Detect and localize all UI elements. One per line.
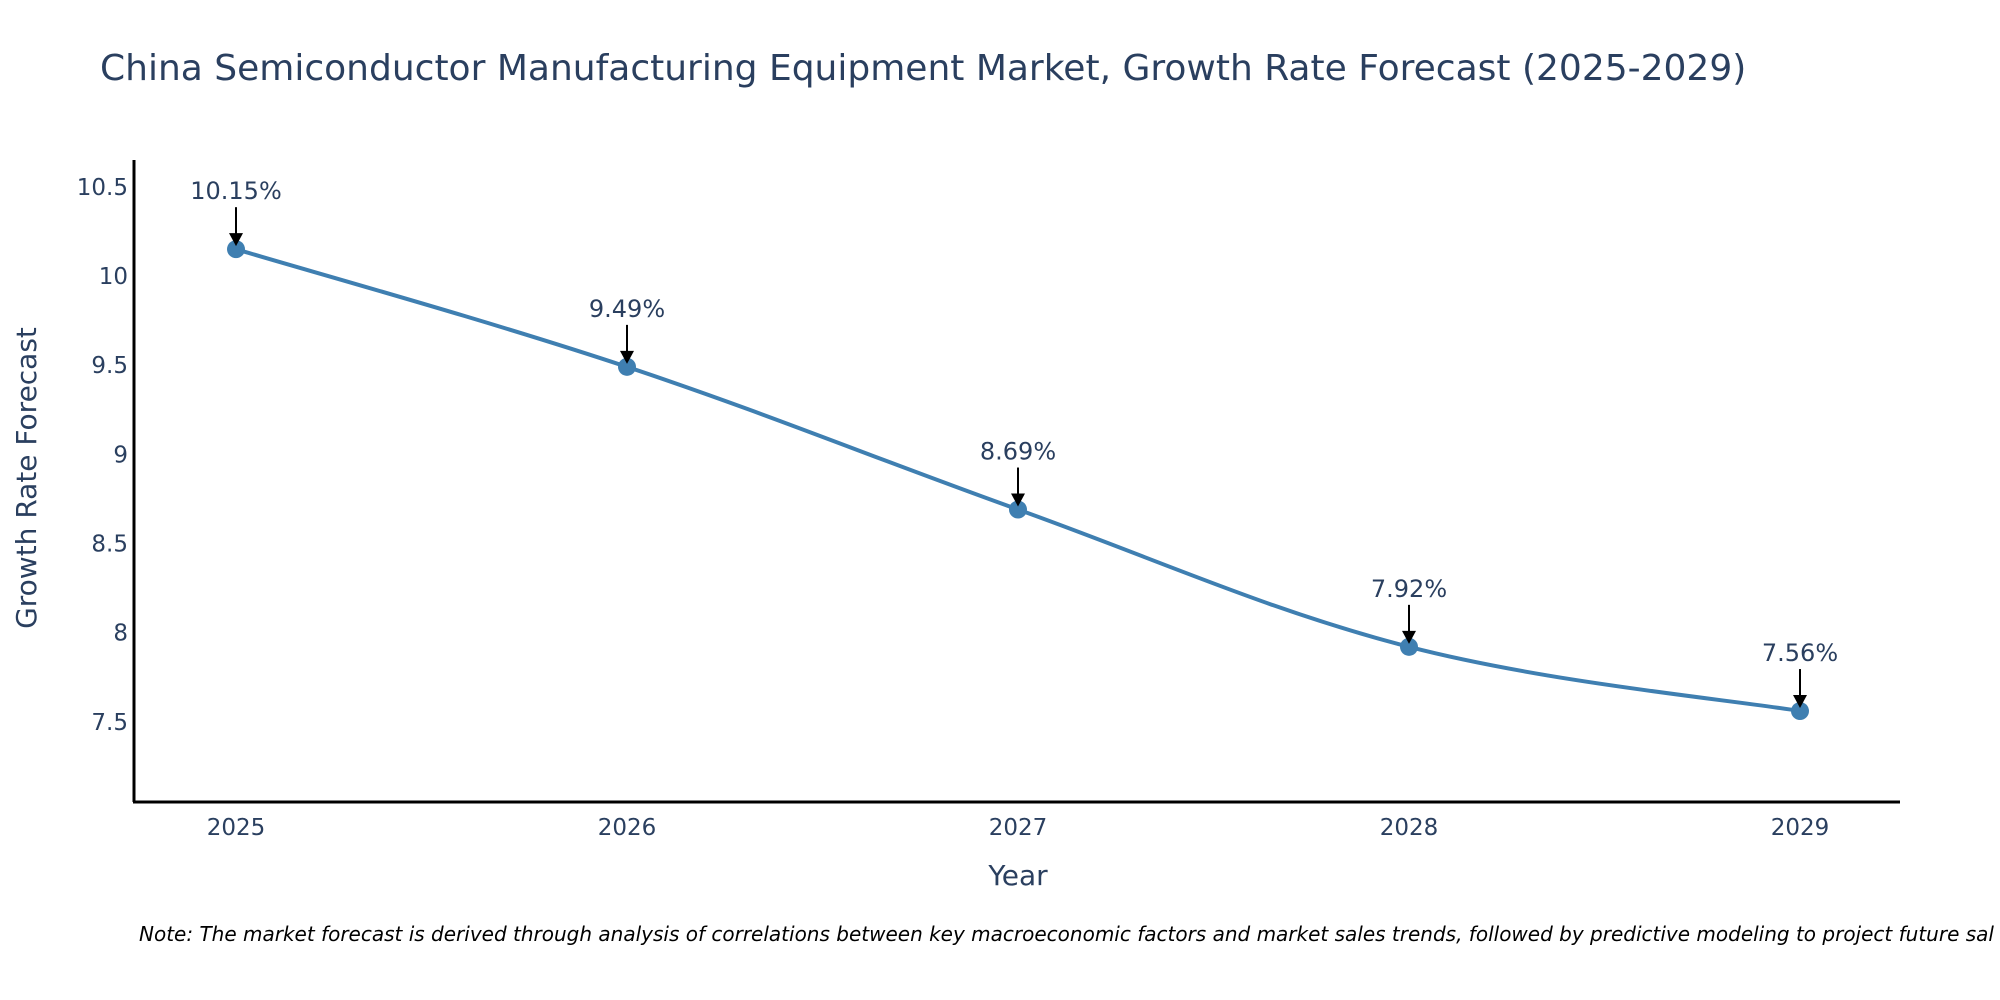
data-label: 7.92%: [1371, 575, 1447, 603]
data-point: [227, 240, 245, 259]
y-tick-label: 9: [113, 442, 128, 468]
annotation-arrow-head: [1793, 695, 1807, 709]
y-axis-ticks: 7.5 8 8.5 9 9.5 10 10.5: [77, 175, 128, 736]
data-annotations: 10.15% 9.49% 8.69% 7.92% 7.56%: [190, 177, 1838, 709]
data-label: 8.69%: [980, 438, 1056, 466]
x-axis-title: Year: [987, 859, 1048, 892]
x-tick-label: 2029: [1771, 815, 1830, 841]
chart-note: Note: The market forecast is derived thr…: [139, 922, 1994, 946]
data-label: 9.49%: [589, 295, 665, 323]
annotation-arrow-head: [1402, 630, 1416, 644]
x-tick-label: 2028: [1380, 815, 1439, 841]
x-tick-label: 2025: [207, 815, 266, 841]
y-tick-label: 10: [99, 264, 128, 290]
y-axis-title: Growth Rate Forecast: [10, 327, 43, 629]
annotation-arrow-head: [620, 350, 634, 364]
data-point: [1400, 637, 1418, 656]
data-point: [618, 357, 636, 376]
data-markers: [227, 240, 1809, 721]
annotation-arrow-head: [1011, 493, 1025, 507]
data-point: [1009, 500, 1027, 519]
data-label: 10.15%: [190, 177, 282, 205]
data-label: 7.56%: [1762, 639, 1838, 667]
chart-title: China Semiconductor Manufacturing Equipm…: [100, 48, 1746, 89]
x-tick-label: 2027: [989, 815, 1048, 841]
annotation-arrow-head: [229, 233, 243, 247]
y-tick-label: 10.5: [77, 175, 128, 201]
x-axis-ticks: 2025 2026 2027 2028 2029: [207, 815, 1830, 841]
y-tick-label: 8: [113, 621, 128, 647]
y-tick-label: 9.5: [91, 353, 128, 379]
x-tick-label: 2026: [598, 815, 657, 841]
data-point: [1791, 702, 1809, 721]
y-tick-label: 7.5: [91, 710, 128, 736]
y-tick-label: 8.5: [91, 531, 128, 557]
